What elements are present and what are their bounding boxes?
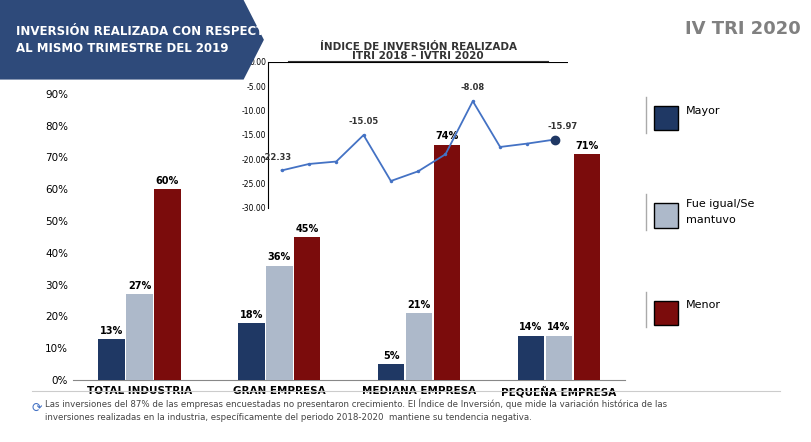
- Bar: [294, 237, 320, 380]
- Text: ITRI 2018 – IVTRI 2020: ITRI 2018 – IVTRI 2020: [352, 50, 483, 61]
- Bar: [126, 294, 152, 380]
- Bar: [98, 339, 125, 380]
- Text: Mayor: Mayor: [685, 106, 719, 115]
- Bar: [377, 364, 404, 380]
- Text: 18%: 18%: [239, 310, 263, 320]
- Text: 14%: 14%: [519, 322, 542, 332]
- Text: 36%: 36%: [268, 252, 290, 263]
- Bar: [517, 335, 543, 380]
- Text: 45%: 45%: [295, 224, 319, 234]
- Text: 5%: 5%: [382, 351, 399, 361]
- Text: ⟳: ⟳: [32, 402, 41, 415]
- Text: 21%: 21%: [407, 300, 430, 310]
- Text: 13%: 13%: [100, 326, 123, 335]
- Text: INVERSIÓN REALIZADA CON RESPECTO
AL MISMO TRIMESTRE DEL 2019: INVERSIÓN REALIZADA CON RESPECTO AL MISM…: [16, 25, 274, 55]
- Text: Fue igual/Se: Fue igual/Se: [685, 199, 753, 209]
- Bar: [266, 266, 292, 380]
- Bar: [433, 145, 460, 380]
- Text: mantuvo: mantuvo: [685, 215, 735, 225]
- Text: 27%: 27%: [127, 281, 151, 291]
- Text: 14%: 14%: [547, 322, 570, 332]
- Text: -15.97: -15.97: [547, 122, 577, 131]
- Text: 74%: 74%: [435, 131, 458, 141]
- Bar: [238, 323, 264, 380]
- Text: -22.33: -22.33: [261, 152, 291, 162]
- Bar: [154, 189, 181, 380]
- Bar: [545, 335, 572, 380]
- Bar: [573, 154, 599, 380]
- Text: -15.05: -15.05: [348, 117, 378, 126]
- Text: -8.08: -8.08: [460, 84, 484, 92]
- Text: Las inversiones del 87% de las empresas encuestadas no presentaron crecimiento. : Las inversiones del 87% de las empresas …: [45, 399, 666, 422]
- Text: 60%: 60%: [156, 176, 178, 186]
- Text: 71%: 71%: [574, 141, 598, 151]
- Text: ÍNDICE DE INVERSIÓN REALIZADA: ÍNDICE DE INVERSIÓN REALIZADA: [320, 42, 516, 52]
- Text: Menor: Menor: [685, 300, 720, 310]
- Text: IV TRI 2020: IV TRI 2020: [684, 20, 800, 38]
- Bar: [406, 313, 431, 380]
